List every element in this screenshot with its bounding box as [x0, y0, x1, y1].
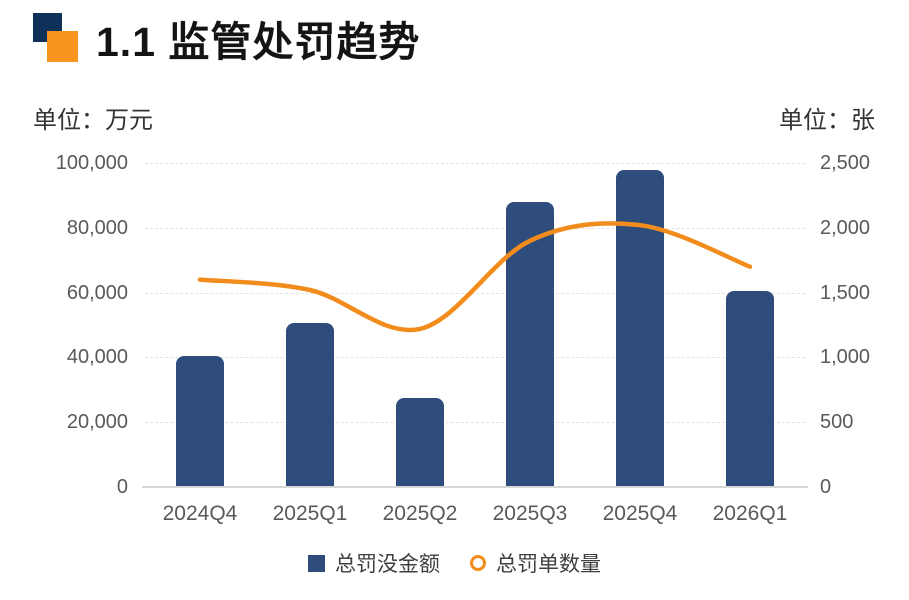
- x-axis-label-2025Q4: 2025Q4: [602, 502, 678, 525]
- chart-header: 1.1 监管处罚趋势: [33, 8, 420, 68]
- bar-2026Q1: [726, 291, 774, 487]
- bar-series-marker-icon: [308, 554, 325, 572]
- legend-item-amount[interactable]: 总罚没金额: [308, 548, 440, 578]
- plot-area: [142, 163, 808, 488]
- legend-item-count[interactable]: 总罚单数量: [470, 548, 601, 578]
- x-axis-line: [142, 486, 808, 488]
- gridline: [145, 227, 805, 229]
- bar-2025Q2: [396, 397, 444, 487]
- axis-tick-label: 100,000: [55, 152, 128, 174]
- axis-tick-label: 500: [820, 411, 854, 434]
- x-axis-labels: 2024Q4 2025Q1 2025Q2 2025Q3 2025Q4 2026Q1: [145, 502, 805, 532]
- bar-2025Q4: [616, 169, 664, 487]
- axis-tick-label: 20,000: [66, 411, 128, 434]
- axis-tick-label: 60,000: [66, 281, 128, 304]
- line-path: [197, 221, 753, 333]
- left-axis-unit-label: 单位：万元: [33, 107, 153, 134]
- x-axis-label-2025Q1: 2025Q1: [272, 502, 348, 525]
- bar-2025Q1: [286, 323, 334, 487]
- gridline: [145, 292, 805, 294]
- logo-orange-square: [47, 30, 78, 62]
- bar-2024Q4: [176, 355, 224, 487]
- legend: 总罚没金额 总罚单数量: [0, 548, 909, 578]
- legend-amount-label: 总罚没金额: [335, 553, 440, 576]
- x-axis-label-2024Q4: 2024Q4: [162, 502, 238, 525]
- axis-tick-label: 2,500: [820, 152, 871, 174]
- axis-tick-label: 0: [820, 476, 832, 498]
- x-axis-label-2025Q3: 2025Q3: [492, 502, 568, 525]
- axis-tick-label: 0: [116, 476, 128, 498]
- bar-2025Q3: [506, 201, 554, 487]
- logo: [33, 11, 79, 66]
- axis-tick-label: 40,000: [66, 346, 128, 369]
- left-axis-tick-labels: 100,000 80,000 60,000 40,000 20,000 0: [0, 152, 128, 498]
- line-series: [197, 221, 753, 333]
- axis-tick-label: 1,500: [820, 281, 871, 304]
- gridline: [145, 357, 805, 359]
- axis-units-row: 单位：万元 单位：张: [0, 100, 909, 135]
- x-axis-label-2025Q2: 2025Q2: [382, 502, 458, 525]
- axis-tick-label: 2,000: [820, 216, 871, 239]
- axis-tick-label: 80,000: [66, 216, 128, 239]
- x-axis-label-2026Q1: 2026Q1: [712, 502, 788, 525]
- line-series-marker-icon: [470, 555, 486, 571]
- right-axis-tick-labels: 2,500 2,000 1,500 1,000 500 0: [820, 152, 906, 498]
- page-title: 1.1 监管处罚趋势: [96, 19, 421, 65]
- gridline: [145, 163, 805, 164]
- legend-count-label: 总罚单数量: [496, 553, 601, 576]
- right-axis-unit-label: 单位：张: [779, 107, 875, 134]
- axis-tick-label: 1,000: [820, 346, 871, 369]
- gridline: [145, 422, 805, 424]
